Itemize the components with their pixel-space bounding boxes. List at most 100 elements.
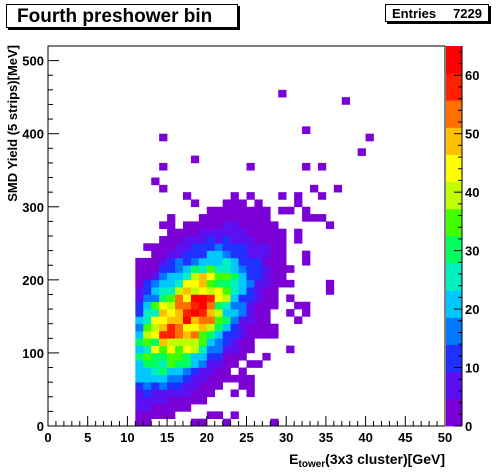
- bin: [159, 301, 168, 310]
- bin: [214, 301, 223, 310]
- bin: [198, 214, 208, 222]
- bin: [230, 236, 239, 244]
- y-axis-label: SMD Yield (5 strips)[MeV]: [5, 45, 20, 202]
- bin: [270, 257, 279, 266]
- bin: [222, 221, 231, 229]
- colorbar-segment: [446, 371, 462, 400]
- bin: [151, 316, 160, 324]
- bin: [230, 199, 239, 208]
- bin: [167, 301, 176, 310]
- bin: [167, 221, 176, 229]
- bin: [238, 382, 247, 390]
- colorbar-segment: [446, 181, 462, 210]
- bin: [190, 345, 200, 354]
- bin: [151, 352, 160, 361]
- bin: [214, 265, 223, 273]
- bin: [262, 265, 271, 273]
- bin: [214, 411, 223, 419]
- bin: [167, 250, 176, 259]
- bin: [167, 338, 176, 346]
- bin: [190, 236, 200, 244]
- bin: [159, 331, 168, 339]
- bin: [182, 389, 192, 398]
- x-tick-label: 35: [319, 430, 333, 445]
- bin: [230, 352, 239, 361]
- bin: [238, 250, 247, 259]
- bin: [143, 345, 152, 354]
- bin: [182, 250, 192, 259]
- colorbar-segment: [446, 317, 462, 345]
- bin: [190, 155, 200, 164]
- bin: [262, 331, 271, 339]
- x-axis-label-sub: tower: [299, 459, 326, 470]
- colorbar-segment: [446, 73, 462, 101]
- color-bar: 0 10 20 30 40 50 60: [446, 46, 479, 434]
- bin: [198, 316, 208, 324]
- bin: [270, 236, 279, 244]
- bin: [230, 331, 239, 339]
- bin: [262, 228, 271, 237]
- bin: [254, 250, 263, 259]
- bin: [135, 396, 144, 405]
- bin: [246, 301, 255, 310]
- bin: [230, 214, 239, 222]
- bin: [143, 272, 152, 281]
- bin: [190, 301, 200, 310]
- bin: [167, 331, 176, 339]
- bin: [198, 221, 208, 229]
- bin: [254, 257, 263, 266]
- bin: [135, 287, 144, 295]
- x-axis-label-main: E: [289, 451, 298, 467]
- bin: [159, 162, 168, 171]
- x-axis-label: Etower(3x3 cluster)[GeV]: [289, 451, 445, 470]
- bin: [175, 404, 184, 412]
- bin: [238, 316, 247, 324]
- bin: [159, 309, 168, 317]
- bin: [159, 250, 168, 259]
- bin: [246, 257, 255, 266]
- bin: [206, 257, 216, 266]
- bin: [135, 360, 144, 368]
- bin: [222, 228, 231, 237]
- bin: [143, 418, 152, 427]
- bin: [333, 184, 343, 193]
- bin: [151, 404, 160, 412]
- bin: [151, 265, 160, 273]
- x-tick-label: 20: [200, 430, 214, 445]
- bin: [175, 345, 184, 354]
- bin: [222, 360, 231, 368]
- bin: [206, 221, 216, 229]
- bin: [159, 294, 168, 303]
- bin: [214, 374, 223, 383]
- bin: [214, 236, 223, 244]
- bin: [278, 279, 287, 288]
- bin: [230, 389, 239, 398]
- bin: [175, 250, 184, 259]
- bin: [254, 265, 263, 273]
- bin: [286, 309, 295, 317]
- bin: [198, 265, 208, 273]
- bin: [190, 374, 200, 383]
- bin: [246, 162, 255, 171]
- y-tick-label: 0: [37, 419, 44, 434]
- x-tick-label: 40: [358, 430, 372, 445]
- bin: [182, 192, 192, 200]
- bin: [214, 345, 223, 354]
- bin: [167, 272, 176, 281]
- bin: [151, 287, 160, 295]
- bin: [190, 418, 200, 427]
- bin: [167, 309, 176, 317]
- bin: [182, 396, 192, 405]
- bin: [143, 338, 152, 346]
- bin: [135, 294, 144, 303]
- bin: [175, 279, 184, 288]
- bin: [230, 287, 239, 295]
- bin: [175, 265, 184, 273]
- bin: [262, 294, 271, 303]
- bin: [143, 316, 152, 324]
- bin: [206, 411, 216, 419]
- bin: [167, 243, 176, 251]
- x-tick-label: 5: [84, 430, 91, 445]
- bin: [270, 294, 279, 303]
- bin: [190, 287, 200, 295]
